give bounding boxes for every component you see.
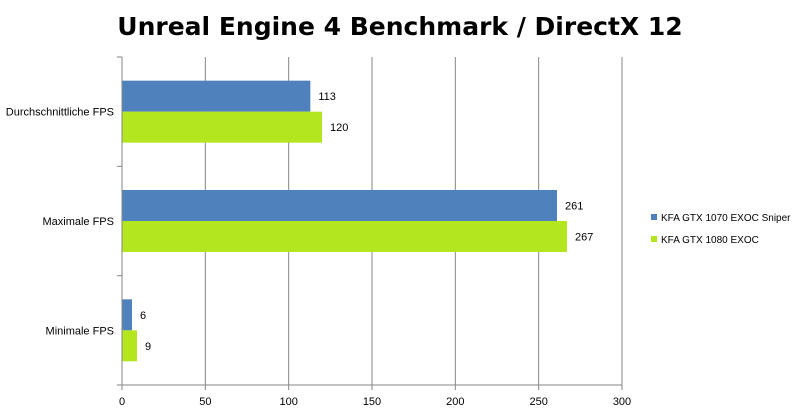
x-tick-label: 100 [279,396,297,408]
chart-title: Unreal Engine 4 Benchmark / DirectX 12 [117,12,683,41]
bar [122,299,132,331]
bar [122,330,137,362]
data-label: 267 [575,232,593,244]
legend-label: KFA GTX 1070 EXOC Sniper [661,213,791,224]
bar [122,80,311,112]
legend: KFA GTX 1070 EXOC Sniper KFA GTX 1080 EXO… [651,213,791,246]
x-tick-label: 50 [199,396,211,408]
x-tick-label: 150 [363,396,381,408]
data-label: 6 [140,310,146,322]
legend-label: KFA GTX 1080 EXOC [661,235,759,246]
x-tick-label: 300 [613,396,631,408]
axis-layer: 0 50 100 150 200 250 300 Durchschnittliche FPS M… [6,56,631,408]
data-label: 120 [330,122,348,134]
legend-swatch [651,236,657,242]
bar [122,190,557,221]
y-category-label: Minimale FPS [46,325,114,337]
data-label: 9 [145,341,151,353]
bar [122,221,567,252]
legend-swatch [651,214,657,220]
y-category-label: Maximale FPS [42,216,114,228]
data-label: 261 [565,201,583,213]
bars-layer: 113 120 261 267 6 9 [122,80,593,362]
y-category-label: Durchschnittliche FPS [6,107,114,119]
bar [122,111,322,143]
x-tick-label: 0 [119,396,125,408]
x-tick-label: 250 [529,396,547,408]
x-tick-label: 200 [446,396,464,408]
data-label: 113 [318,91,336,103]
